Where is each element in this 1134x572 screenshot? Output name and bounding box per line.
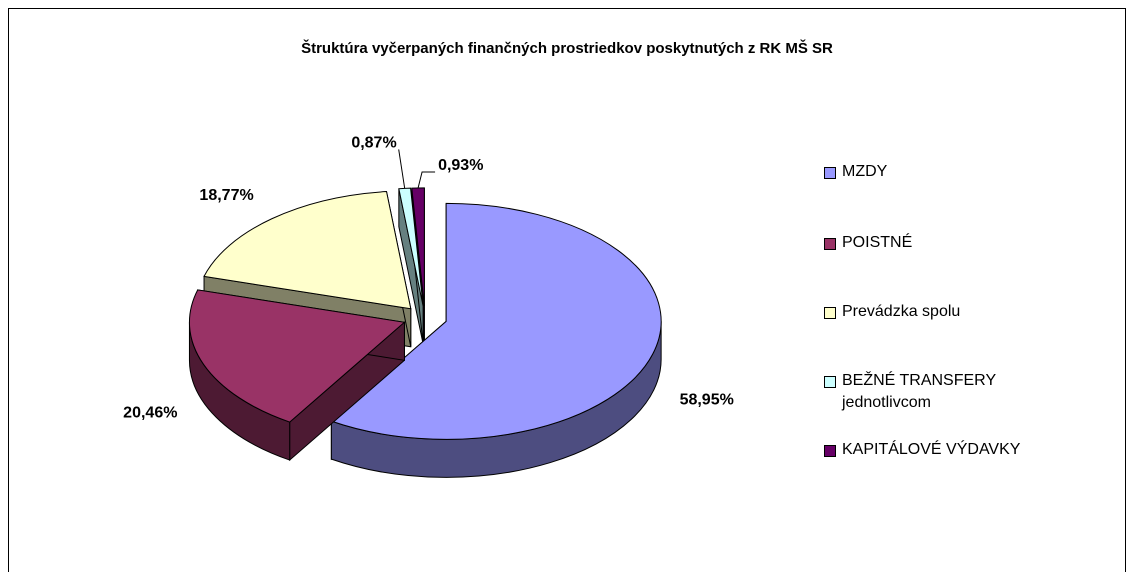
data-label: 0,87% <box>351 135 396 152</box>
legend-swatch <box>824 445 836 457</box>
chart-title: Štruktúra vyčerpaných finančných prostri… <box>301 39 833 57</box>
legend-swatch <box>824 167 836 179</box>
leader-line <box>417 171 436 189</box>
slice-top <box>330 202 662 440</box>
data-label: 18,77% <box>199 187 253 204</box>
legend-label: KAPITÁLOVÉ VÝDAVKY <box>842 441 1021 458</box>
data-label: 58,95% <box>680 392 734 409</box>
legend-label: POISTNÉ <box>842 234 913 251</box>
data-label: 0,93% <box>438 157 483 174</box>
leader-line <box>398 149 406 189</box>
slice <box>398 187 424 345</box>
slice <box>188 289 406 462</box>
slice <box>330 202 662 478</box>
slice-top <box>203 191 412 310</box>
data-label: 20,46% <box>123 404 177 421</box>
legend-label: BEŽNÉ TRANSFERY jednotlivcom <box>842 372 996 411</box>
legend-label: Prevádzka spolu <box>842 303 961 320</box>
slice-top <box>188 289 406 423</box>
legend-swatch <box>824 307 836 319</box>
legend-label: MZDY <box>842 163 888 180</box>
legend-swatch <box>824 238 836 250</box>
legend-swatch <box>824 376 836 388</box>
slice-top <box>411 187 425 306</box>
